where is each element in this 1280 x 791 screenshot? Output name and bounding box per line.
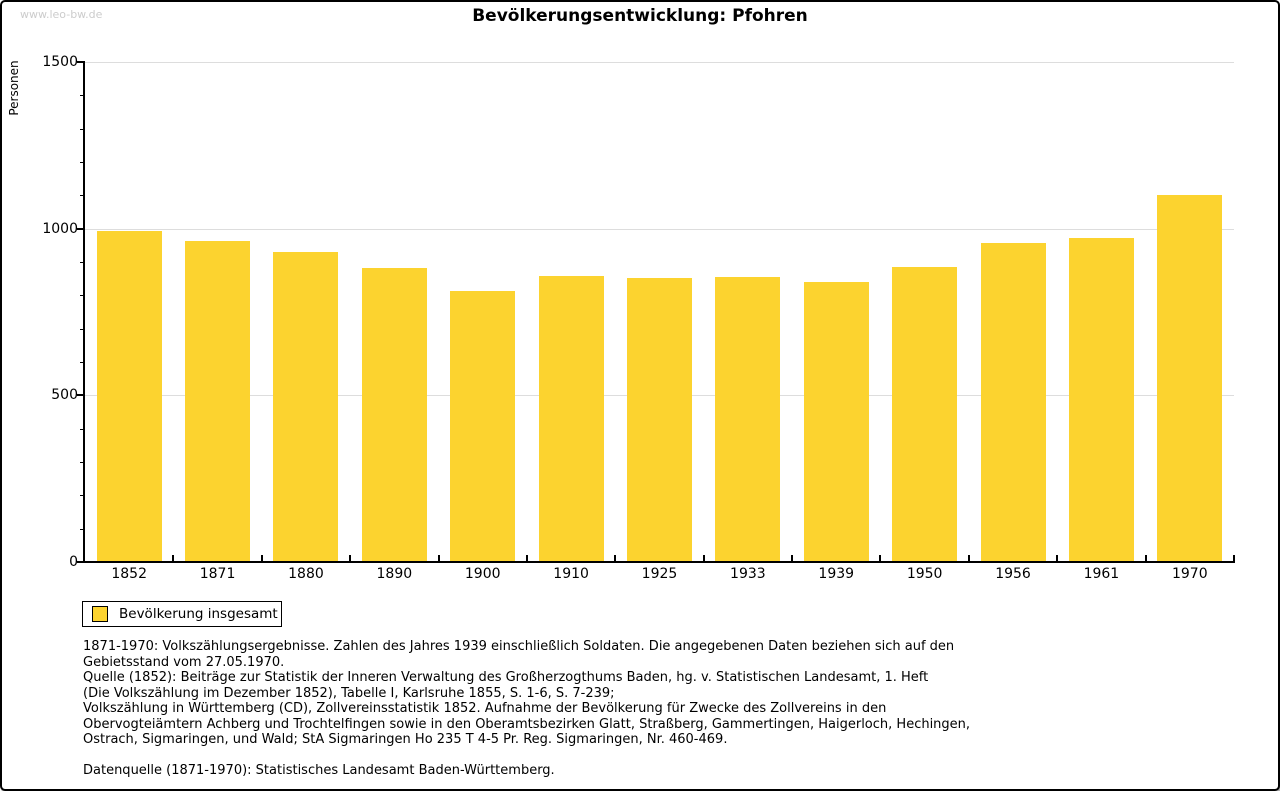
footnote-spacer [83,748,1203,764]
x-tick-5 [525,555,528,561]
y-tick-0 [77,561,84,563]
legend-label: Bevölkerung insgesamt [119,606,278,622]
chart-title: Bevölkerungsentwicklung: Pfohren [472,6,808,26]
plot-area [85,62,1234,562]
gridline-1000 [85,228,1234,230]
x-tick-label-1925: 1925 [641,566,678,582]
x-tick-label-1880: 1880 [288,566,324,582]
x-tick-3 [349,555,352,561]
x-tick-label-1950: 1950 [906,566,943,582]
y-tick-label-0: 0 [69,554,78,570]
y-minor-tick-300 [80,462,84,463]
x-tick-8 [791,555,794,561]
y-tick-label-500: 500 [51,387,78,404]
footnote-line: (Die Volkszählung im Dezember 1852), Tab… [83,685,615,701]
y-minor-tick-800 [80,295,84,297]
y-tick-label-1000: 1000 [42,220,78,237]
bar-1925 [626,277,693,562]
y-minor-tick-1200 [80,162,84,163]
x-tick-label-1939: 1939 [818,566,855,582]
watermark: www.leo-bw.de [20,8,103,21]
legend-swatch [92,606,108,622]
x-tick-label-1956: 1956 [995,566,1031,582]
bar-1961 [1068,238,1134,562]
x-tick-7 [702,555,705,561]
x-tick-label-1852: 1852 [111,566,147,582]
x-tick-10 [967,555,970,561]
y-tick-500 [77,394,84,397]
y-tick-1000 [77,227,84,230]
footnote-line: Volkszählung in Württemberg (CD), Zollve… [83,701,887,716]
x-tick-13 [1233,555,1235,561]
x-tick-1 [172,555,175,561]
bar-1890 [361,268,427,562]
gridline-1500 [85,62,1234,63]
bar-1939 [803,282,869,562]
x-tick-label-1890: 1890 [376,566,413,582]
x-tick-label-1900: 1900 [464,566,501,582]
footnote-line: Quelle (1852): Beiträge zur Statistik de… [83,670,929,685]
y-tick-label-1500: 1500 [42,54,78,70]
footnotes: 1871-1970: Volkszählungsergebnisse. Zahl… [83,639,1203,779]
x-tick-4 [437,555,440,561]
y-minor-tick-200 [80,495,84,497]
footnote-line: Gebietsstand vom 27.05.1970. [83,654,285,670]
x-tick-label-1871: 1871 [199,566,236,582]
y-axis-label: Personen [7,60,21,116]
legend: Bevölkerung insgesamt [82,601,282,627]
y-minor-tick-900 [80,262,84,263]
footnote-line: Ostrach, Sigmaringen, und Wald; StA Sigm… [83,732,728,747]
y-minor-tick-1100 [80,195,84,197]
x-tick-12 [1144,555,1147,561]
y-minor-tick-1300 [80,128,84,130]
x-tick-label-1961: 1961 [1083,566,1120,582]
y-minor-tick-700 [80,328,84,330]
bar-1950 [892,267,958,562]
x-tick-2 [260,555,263,561]
bar-1956 [980,243,1046,562]
y-tick-1500 [77,61,84,63]
bar-1910 [538,276,604,562]
footnote-line: Obervogteiämtern Achberg und Trochtelfin… [83,716,971,732]
bar-1880 [273,252,339,562]
x-tick-label-1970: 1970 [1171,566,1208,582]
x-axis-line [83,561,1235,563]
x-tick-label-1933: 1933 [730,566,766,582]
y-minor-tick-600 [80,362,84,363]
x-tick-label-1910: 1910 [553,566,589,582]
x-tick-9 [879,555,882,561]
y-minor-tick-400 [80,428,84,430]
bar-1852 [96,231,162,562]
y-axis-line [83,61,85,563]
y-minor-tick-1400 [80,95,84,97]
y-minor-tick-100 [80,528,84,530]
bar-1933 [715,277,781,562]
x-tick-6 [614,555,617,561]
x-tick-11 [1056,555,1059,561]
bar-1970 [1157,194,1223,562]
bar-1871 [185,241,251,562]
footnote-line: Datenquelle (1871-1970): Statistisches L… [83,763,555,778]
bar-1900 [450,291,516,562]
footnote-line: 1871-1970: Volkszählungsergebnisse. Zahl… [83,639,955,654]
